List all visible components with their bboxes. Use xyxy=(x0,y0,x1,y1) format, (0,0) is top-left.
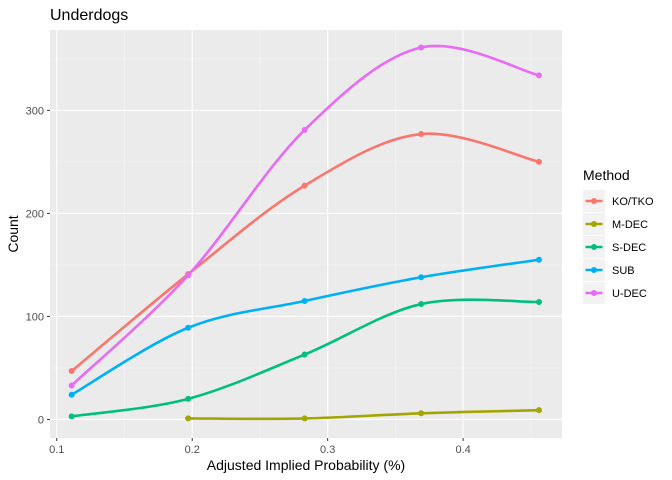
legend-title: Method xyxy=(583,167,630,183)
legend-key-dot-u-dec xyxy=(591,290,597,296)
y-tick-label: 0 xyxy=(38,414,44,426)
legend-key-dot-ko-tko xyxy=(591,198,597,204)
data-point-ko-tko xyxy=(418,131,425,138)
series-line-m-dec xyxy=(186,408,541,421)
data-point-u-dec xyxy=(418,44,425,51)
data-point-sub xyxy=(418,274,425,281)
legend-label-m-dec: M-DEC xyxy=(612,219,648,231)
data-point-m-dec xyxy=(185,415,192,422)
legend-label-ko-tko: KO/TKO xyxy=(612,196,654,208)
data-point-sub xyxy=(535,256,542,263)
data-point-m-dec xyxy=(301,415,308,422)
grid-minor xyxy=(50,30,562,438)
legend-key-dot-s-dec xyxy=(591,244,597,250)
x-tick-label: 0.1 xyxy=(49,444,64,456)
legend-label-u-dec: U-DEC xyxy=(612,288,647,300)
data-point-ko-tko xyxy=(301,182,308,189)
data-point-ko-tko xyxy=(535,158,542,165)
y-tick-label: 200 xyxy=(26,208,44,220)
data-point-m-dec xyxy=(535,407,542,414)
data-point-sub xyxy=(185,324,192,331)
data-point-s-dec xyxy=(535,299,542,305)
x-axis-label: Adjusted Implied Probability (%) xyxy=(207,457,405,473)
data-point-u-dec xyxy=(535,72,542,79)
data-point-u-dec xyxy=(68,382,75,389)
data-point-ko-tko xyxy=(68,368,75,375)
data-point-sub xyxy=(301,297,308,304)
y-tick-label: 300 xyxy=(26,105,44,117)
data-point-m-dec xyxy=(418,410,425,417)
legend-label-s-dec: S-DEC xyxy=(612,242,646,254)
data-point-u-dec xyxy=(185,272,192,279)
x-tick-label: 0.3 xyxy=(320,444,335,456)
legend: Method KO/TKO M-DEC S-DEC SUB U-DEC xyxy=(583,167,654,304)
chart-title: Underdogs xyxy=(50,7,128,24)
data-point-s-dec xyxy=(418,301,425,308)
legend-key-dot-sub xyxy=(591,267,597,273)
x-tick-label: 0.2 xyxy=(185,444,200,456)
data-point-u-dec xyxy=(301,126,308,133)
data-point-s-dec xyxy=(185,395,192,402)
plot-panel xyxy=(50,30,562,438)
legend-label-sub: SUB xyxy=(612,265,635,277)
data-point-s-dec xyxy=(68,413,75,420)
y-tick-label: 100 xyxy=(26,311,44,323)
ticks-layer: 0.1 0.2 0.3 0.4 0 100 200 300 xyxy=(26,105,471,456)
series-layer xyxy=(68,44,542,422)
x-tick-label: 0.4 xyxy=(455,444,470,456)
y-axis-label: Count xyxy=(5,215,21,252)
data-point-sub xyxy=(68,391,75,398)
data-point-s-dec xyxy=(301,351,308,358)
legend-key-dot-m-dec xyxy=(591,221,597,227)
